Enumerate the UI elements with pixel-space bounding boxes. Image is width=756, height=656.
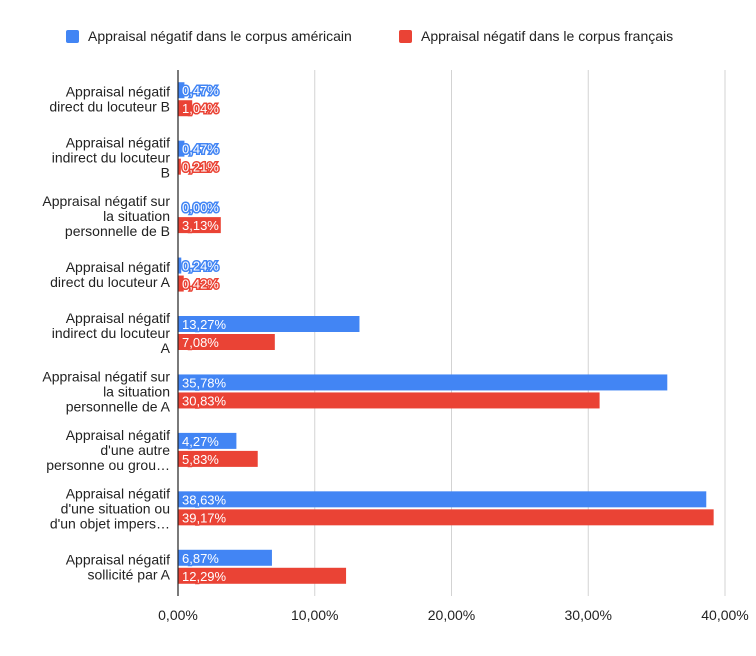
bar-fr[interactable] bbox=[178, 158, 181, 175]
bar-us[interactable] bbox=[178, 374, 668, 391]
x-tick-label: 10,00% bbox=[291, 607, 338, 623]
legend-item-fr[interactable]: Appraisal négatif dans le corpus françai… bbox=[399, 28, 673, 44]
category-label: Appraisal négatif d'une situation ou d'un … bbox=[50, 485, 170, 531]
bar-us[interactable] bbox=[178, 549, 272, 566]
bar-us[interactable] bbox=[178, 491, 707, 508]
bars bbox=[178, 82, 714, 584]
bar-value-label: 12,29% bbox=[182, 569, 227, 584]
bar-value-label: 3,13% bbox=[182, 218, 219, 233]
bar-us[interactable] bbox=[178, 257, 182, 274]
x-tick-label: 20,00% bbox=[428, 607, 475, 623]
category-label: Appraisal négatif direct du locuteur A bbox=[50, 259, 171, 290]
legend-label-us: Appraisal négatif dans le corpus américa… bbox=[88, 28, 352, 44]
bar-fr[interactable] bbox=[178, 275, 184, 292]
bar-value-label: 0,47% bbox=[182, 142, 219, 157]
category-label: Appraisal négatif sur la situation personn… bbox=[42, 368, 170, 414]
bar-value-label: 0,24% bbox=[182, 259, 219, 274]
x-tick-label: 40,00% bbox=[701, 607, 748, 623]
bar-us[interactable] bbox=[178, 432, 237, 449]
bar-fr[interactable] bbox=[178, 392, 600, 409]
bar-value-label: 39,17% bbox=[182, 510, 227, 525]
x-tick-label: 30,00% bbox=[565, 607, 612, 623]
bar-value-label: 4,27% bbox=[182, 434, 219, 449]
bar-fr[interactable] bbox=[178, 567, 347, 584]
bar-us[interactable] bbox=[178, 316, 360, 332]
labels: 0,00% 10,00% 20,00% 30,00% 40,00% 0,47% 1,04% A… bbox=[42, 82, 748, 623]
x-tick-label: 0,00% bbox=[158, 607, 198, 623]
category-label: Appraisal négatif sur la situation personn… bbox=[42, 193, 170, 239]
category-label: Appraisal négatif indirect du locuteur A bbox=[52, 310, 171, 356]
bar-value-label: 0,00% bbox=[182, 200, 219, 215]
bar-fr[interactable] bbox=[178, 334, 275, 350]
bar-value-label: 30,83% bbox=[182, 393, 227, 408]
bar-value-label: 38,63% bbox=[182, 492, 227, 507]
legend-swatch-us bbox=[66, 29, 79, 43]
bar-value-label: 1,04% bbox=[182, 101, 219, 116]
legend: Appraisal négatif dans le corpus américa… bbox=[0, 28, 756, 52]
bar-value-label: 7,08% bbox=[182, 335, 219, 350]
bar-value-label: 35,78% bbox=[182, 375, 227, 390]
bar-value-label: 6,87% bbox=[182, 551, 219, 566]
bar-fr[interactable] bbox=[178, 509, 714, 526]
bar-fr[interactable] bbox=[178, 217, 221, 234]
legend-swatch-fr bbox=[399, 29, 412, 43]
legend-item-us[interactable]: Appraisal négatif dans le corpus américa… bbox=[66, 28, 352, 44]
bar-us[interactable] bbox=[178, 82, 185, 99]
bar-value-label: 0,42% bbox=[182, 277, 219, 292]
category-label: Appraisal négatif sollicité par A bbox=[66, 551, 171, 582]
bar-value-label: 0,21% bbox=[182, 160, 219, 175]
bar-fr[interactable] bbox=[178, 100, 193, 117]
gridlines bbox=[314, 70, 726, 596]
legend-label-fr: Appraisal négatif dans le corpus françai… bbox=[421, 28, 674, 44]
category-label: Appraisal négatif direct du locuteur B bbox=[49, 84, 170, 115]
bar-fr[interactable] bbox=[178, 450, 258, 467]
category-label: Appraisal négatif indirect du locuteur B bbox=[52, 135, 171, 181]
bar-value-label: 0,47% bbox=[182, 83, 219, 98]
category-label: Appraisal négatif d'une autre personne ou … bbox=[46, 427, 170, 473]
bar-value-label: 13,27% bbox=[182, 317, 227, 332]
bar-us[interactable] bbox=[178, 140, 185, 157]
bar-value-label: 5,83% bbox=[182, 452, 219, 467]
